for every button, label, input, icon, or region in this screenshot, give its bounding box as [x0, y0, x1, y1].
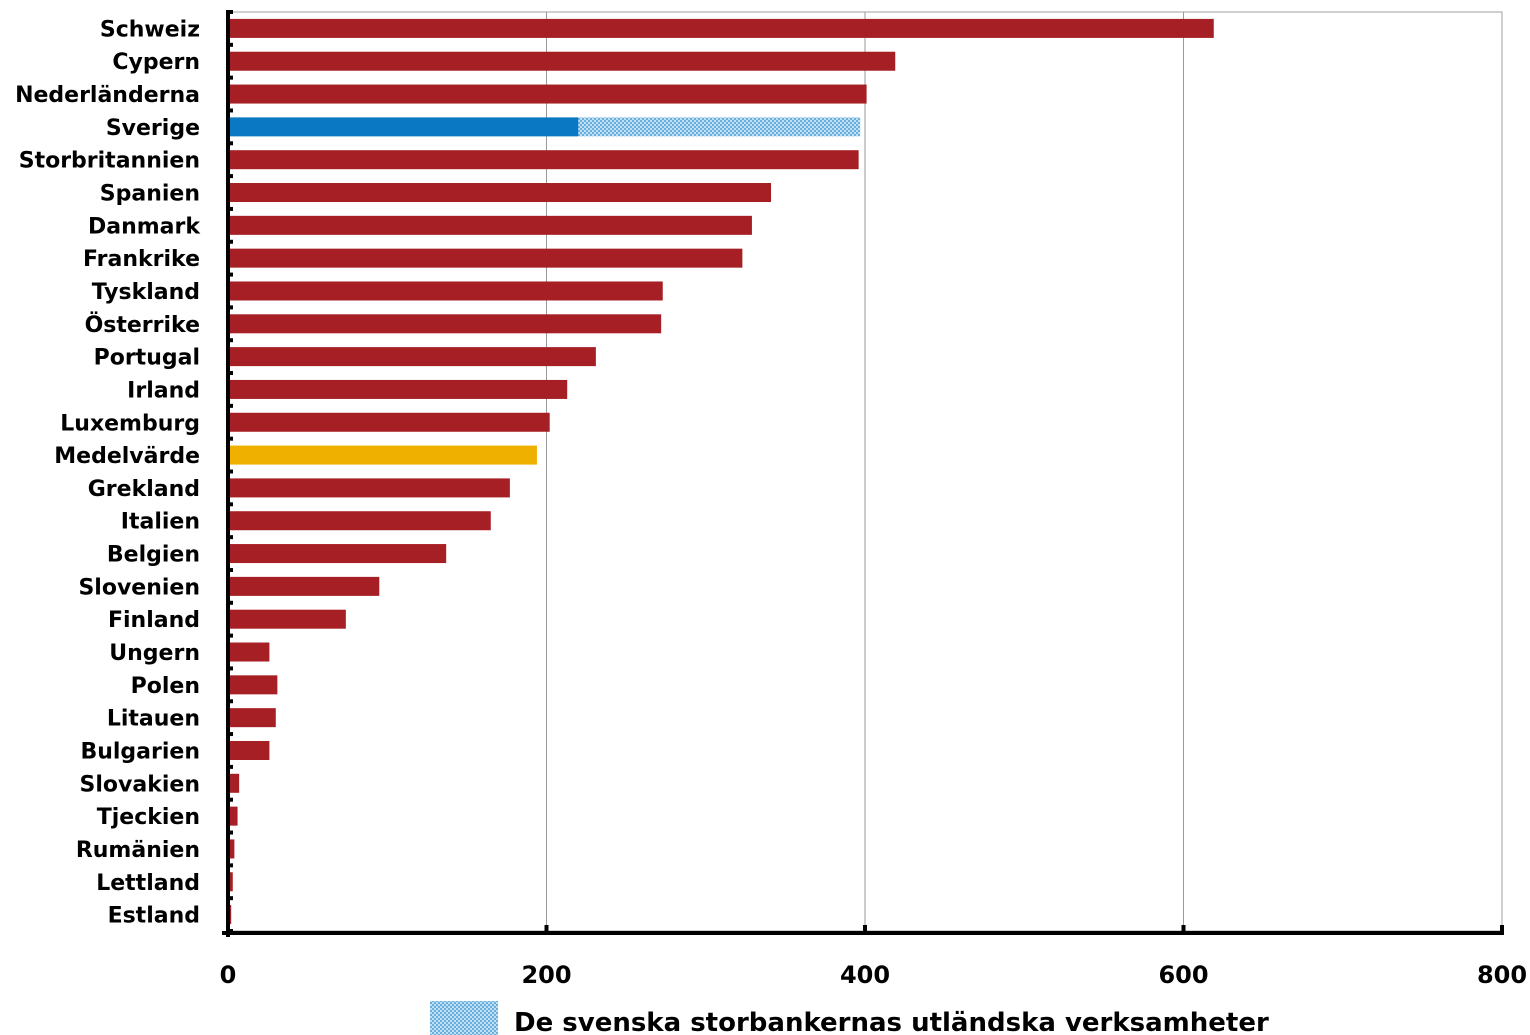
category-label: Slovakien: [80, 772, 200, 797]
category-label: Rumänien: [76, 838, 200, 863]
category-label: Italien: [121, 510, 200, 535]
category-label: Finland: [108, 608, 200, 633]
legend-label: De svenska storbankernas utländska verks…: [514, 1008, 1269, 1035]
category-label: Slovenien: [78, 575, 200, 600]
bar: [228, 544, 447, 564]
bar-sverige-foreign: [578, 117, 861, 137]
category-labels: Schweiz Cypern Nederländerna Sverige Storbri…: [15, 17, 201, 928]
category-label: Belgien: [107, 543, 200, 568]
bar: [228, 839, 235, 859]
category-label: Polen: [131, 674, 200, 699]
bar: [228, 84, 867, 104]
category-label: Sverige: [106, 116, 200, 141]
bars: [228, 18, 1214, 925]
bar: [228, 872, 233, 892]
category-label: Tyskland: [92, 280, 200, 305]
bar-sverige-domestic: [228, 117, 579, 137]
category-label: Österrike: [85, 312, 200, 338]
category-label: Cypern: [112, 50, 200, 75]
bar: [228, 18, 1214, 38]
category-label: Estland: [108, 904, 200, 929]
bar: [228, 609, 346, 629]
gridlines: [227, 11, 1503, 932]
bar: [228, 248, 743, 268]
category-label: Irland: [127, 378, 200, 403]
x-tick-label: 800: [1477, 961, 1527, 989]
bar: [228, 806, 238, 826]
axes: [222, 10, 1504, 937]
bar: [228, 445, 537, 465]
category-label: Frankrike: [83, 247, 200, 272]
x-tick-label: 600: [1158, 961, 1208, 989]
category-label: Danmark: [88, 214, 201, 239]
bar: [228, 183, 772, 203]
category-label: Nederländerna: [15, 83, 200, 108]
category-label: Schweiz: [100, 17, 200, 42]
bar: [228, 576, 380, 596]
bar: [228, 314, 662, 334]
bar: [228, 412, 550, 432]
category-label: Medelvärde: [54, 444, 200, 469]
bar: [228, 642, 270, 662]
category-label: Bulgarien: [80, 739, 200, 764]
category-label: Spanien: [100, 182, 200, 207]
bar: [228, 51, 896, 71]
legend: De svenska storbankernas utländska verks…: [430, 1001, 1269, 1035]
category-label: Lettland: [96, 871, 200, 896]
bar: [228, 740, 270, 760]
x-tick-labels: 0 200 400 600 800: [220, 961, 1527, 989]
bar: [228, 675, 278, 695]
bar: [228, 281, 663, 301]
x-tick-label: 400: [840, 961, 890, 989]
bar: [228, 511, 491, 531]
bar: [228, 773, 240, 793]
bar: [228, 347, 596, 367]
category-label: Litauen: [107, 707, 200, 732]
x-tick-label: 200: [521, 961, 571, 989]
category-label: Portugal: [94, 346, 200, 371]
bar: [228, 708, 276, 728]
bar: [228, 150, 859, 170]
category-label: Tjeckien: [97, 805, 200, 830]
category-label: Ungern: [109, 641, 200, 666]
category-label: Storbritannien: [19, 149, 200, 174]
bar: [228, 215, 752, 235]
legend-swatch: [430, 1001, 498, 1035]
x-tick-label: 0: [220, 961, 237, 989]
category-label: Grekland: [88, 477, 200, 502]
bar: [228, 478, 510, 498]
category-label: Luxemburg: [60, 411, 200, 436]
bar: [228, 379, 568, 399]
